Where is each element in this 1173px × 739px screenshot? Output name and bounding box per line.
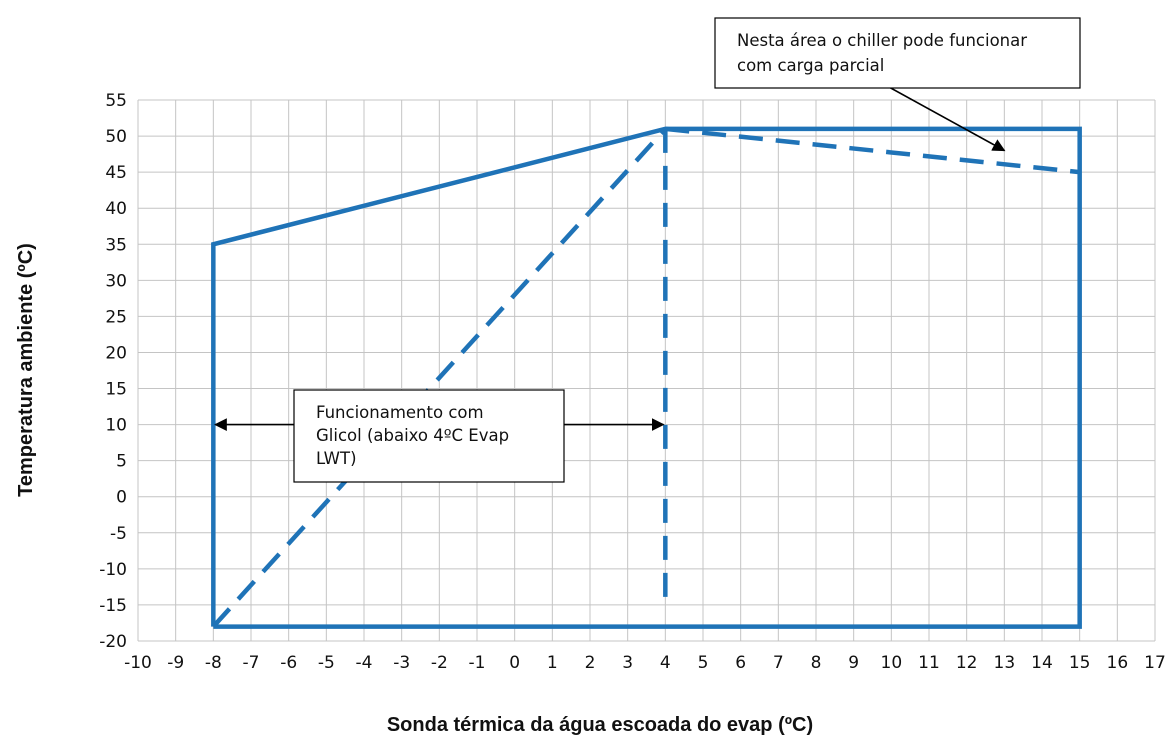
y-axis-label: Temperatura ambiente (ºC): [15, 243, 37, 497]
x-tick-label: 9: [848, 653, 859, 673]
y-tick-label: 0: [116, 488, 127, 508]
y-tick-label: 30: [105, 271, 127, 291]
x-tick-label: 10: [881, 653, 903, 673]
y-tick-label: -20: [99, 632, 127, 652]
x-tick-label: 14: [1031, 653, 1053, 673]
x-tick-label: 5: [698, 653, 709, 673]
x-tick-label: 4: [660, 653, 671, 673]
annotation-glycol: Funcionamento com Glicol (abaixo 4ºC Evap…: [214, 389, 665, 483]
x-axis-label: Sonda térmica da água escoada do evap (º…: [387, 714, 813, 736]
x-tick-label: -7: [243, 653, 260, 673]
x-tick-label: -4: [356, 653, 373, 673]
annotation-box: [293, 389, 565, 483]
y-tick-label: 15: [105, 380, 127, 400]
annotation-text-line: Funcionamento com: [316, 403, 484, 422]
x-tick-label: 13: [994, 653, 1016, 673]
y-tick-label: 5: [116, 452, 127, 472]
y-tick-label: 40: [105, 199, 127, 219]
annotation-text-line: Nesta área o chiller pode funcionar: [737, 31, 1027, 50]
y-tick-label: 10: [105, 416, 127, 436]
x-tick-label: -10: [124, 653, 152, 673]
x-tick-label: -1: [469, 653, 486, 673]
x-tick-label: 2: [585, 653, 596, 673]
dashed-line: [665, 126, 1080, 175]
y-tick-label: -5: [110, 524, 127, 544]
y-tick-label: 50: [105, 127, 127, 147]
x-tick-label: -2: [431, 653, 448, 673]
x-tick-label: -8: [205, 653, 222, 673]
x-tick-label: 6: [735, 653, 746, 673]
annotation-text-line: com carga parcial: [737, 56, 884, 75]
x-tick-label: -3: [393, 653, 410, 673]
y-tick-label: 25: [105, 307, 127, 327]
dashed-line: [211, 127, 667, 629]
annotation-box: [714, 17, 1081, 89]
x-tick-label: -6: [280, 653, 297, 673]
x-tick-label: 17: [1144, 653, 1166, 673]
annotation-text-line: Glicol (abaixo 4ºC Evap: [316, 426, 509, 445]
x-tick-label: 7: [773, 653, 784, 673]
x-tick-label: 11: [918, 653, 940, 673]
x-tick-label: 16: [1107, 653, 1129, 673]
x-tick-label: 12: [956, 653, 978, 673]
x-tick-label: -5: [318, 653, 335, 673]
x-tick-label: 15: [1069, 653, 1091, 673]
annotation-arrow: [886, 85, 1006, 152]
annotation-text-line: LWT): [316, 449, 357, 468]
y-tick-label: 35: [105, 235, 127, 255]
envelope-line: [211, 126, 1082, 629]
y-tick-label: 45: [105, 163, 127, 183]
annotation-partial-load: Nesta área o chiller pode funcionar com c…: [714, 17, 1081, 152]
x-tick-label: 1: [547, 653, 558, 673]
x-tick-labels: -10 -9 -8 -7 -6 -5 -4 -3 -2 -1 0 1 2 3 4 5 6 7 8 9 10 11 12 13 1…: [124, 653, 1166, 673]
grid-lines: [137, 99, 1156, 642]
y-tick-label: -10: [99, 560, 127, 580]
annotations: Nesta área o chiller pode funcionar com c…: [214, 17, 1081, 483]
y-tick-label: -15: [99, 596, 127, 616]
x-tick-label: 3: [622, 653, 633, 673]
y-tick-label: 55: [105, 91, 127, 111]
x-tick-label: -9: [167, 653, 184, 673]
series-lines: [211, 126, 1082, 629]
x-tick-label: 0: [509, 653, 520, 673]
x-tick-label: 8: [811, 653, 822, 673]
y-tick-label: 20: [105, 343, 127, 363]
